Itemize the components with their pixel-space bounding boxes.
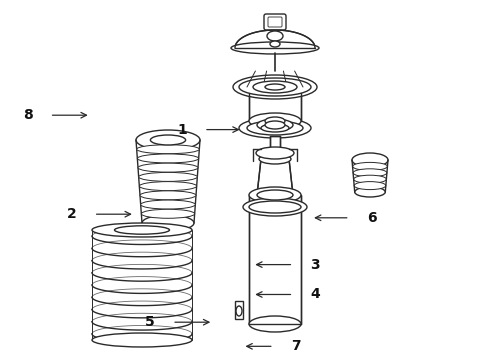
Ellipse shape	[136, 130, 200, 150]
Text: 7: 7	[291, 339, 300, 353]
Text: 3: 3	[311, 258, 320, 271]
Ellipse shape	[249, 316, 301, 332]
Ellipse shape	[353, 169, 387, 177]
Ellipse shape	[239, 118, 311, 138]
Ellipse shape	[265, 117, 285, 125]
Ellipse shape	[142, 215, 194, 231]
Polygon shape	[235, 30, 315, 48]
FancyBboxPatch shape	[268, 17, 282, 27]
Ellipse shape	[270, 41, 280, 47]
Ellipse shape	[243, 198, 307, 216]
Ellipse shape	[137, 145, 199, 154]
Ellipse shape	[231, 42, 319, 54]
Polygon shape	[270, 136, 280, 153]
Ellipse shape	[247, 121, 303, 135]
Ellipse shape	[265, 121, 285, 129]
Ellipse shape	[233, 75, 317, 99]
Text: 5: 5	[145, 315, 155, 329]
Ellipse shape	[92, 333, 192, 347]
Bar	[235, 301, 243, 319]
Ellipse shape	[253, 81, 297, 93]
Ellipse shape	[257, 119, 293, 131]
Ellipse shape	[141, 209, 195, 218]
Ellipse shape	[261, 124, 289, 132]
Polygon shape	[249, 195, 301, 324]
Text: 8: 8	[23, 108, 32, 122]
Ellipse shape	[239, 78, 311, 96]
Ellipse shape	[236, 306, 242, 316]
Ellipse shape	[150, 135, 186, 145]
Ellipse shape	[267, 31, 283, 41]
Polygon shape	[257, 159, 293, 195]
Ellipse shape	[352, 162, 388, 170]
Polygon shape	[249, 93, 301, 121]
Ellipse shape	[140, 191, 196, 200]
Ellipse shape	[249, 187, 301, 203]
Ellipse shape	[137, 154, 198, 163]
Text: 1: 1	[177, 123, 187, 136]
Ellipse shape	[354, 175, 387, 183]
Ellipse shape	[257, 190, 293, 200]
Ellipse shape	[354, 181, 386, 190]
Ellipse shape	[141, 200, 196, 209]
Ellipse shape	[138, 163, 198, 172]
FancyBboxPatch shape	[264, 14, 286, 30]
Ellipse shape	[139, 172, 197, 181]
Text: 2: 2	[67, 207, 76, 221]
Ellipse shape	[352, 153, 388, 167]
Ellipse shape	[256, 147, 294, 159]
Ellipse shape	[265, 84, 285, 90]
Ellipse shape	[249, 201, 301, 213]
Ellipse shape	[259, 154, 291, 164]
Ellipse shape	[355, 187, 385, 197]
Text: 6: 6	[367, 211, 376, 225]
Ellipse shape	[115, 226, 170, 234]
Text: 4: 4	[311, 288, 320, 301]
Ellipse shape	[249, 113, 301, 129]
Ellipse shape	[139, 181, 196, 190]
Ellipse shape	[92, 223, 192, 237]
